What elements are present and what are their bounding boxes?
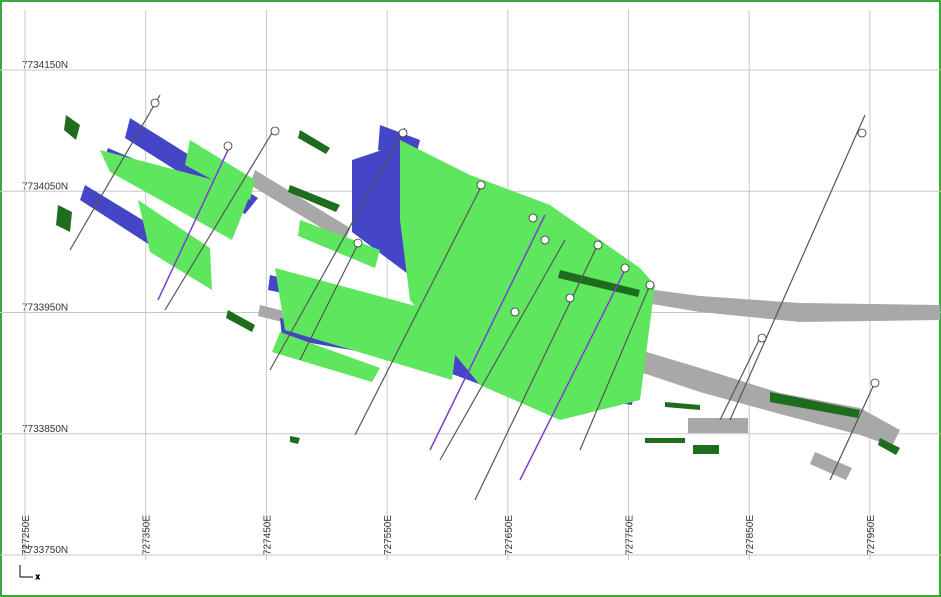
northing-label: 7733850N	[22, 424, 68, 435]
axis-icon: x	[19, 565, 41, 582]
green-domains	[100, 140, 655, 420]
drillholes	[69, 94, 880, 501]
easting-label: 727350E	[142, 515, 153, 555]
easting-label: 727450E	[262, 515, 273, 555]
easting-label: 727650E	[504, 515, 515, 555]
easting-label: 727250E	[21, 515, 32, 555]
easting-label: 727950E	[866, 515, 877, 555]
northing-label: 7733950N	[22, 303, 68, 314]
northing-label: 7734150N	[22, 60, 68, 71]
dark-green-patches	[56, 115, 900, 455]
northing-label: 7734050N	[22, 181, 68, 192]
grid: 7734150N 7734050N 7733950N 7733850N 7733750N…	[0, 10, 941, 560]
easting-label: 727550E	[383, 515, 394, 555]
easting-label: 727750E	[625, 515, 636, 555]
northing-label: 7733750N	[22, 545, 68, 556]
svg-text:x: x	[36, 574, 40, 581]
easting-label: 727850E	[745, 515, 756, 555]
